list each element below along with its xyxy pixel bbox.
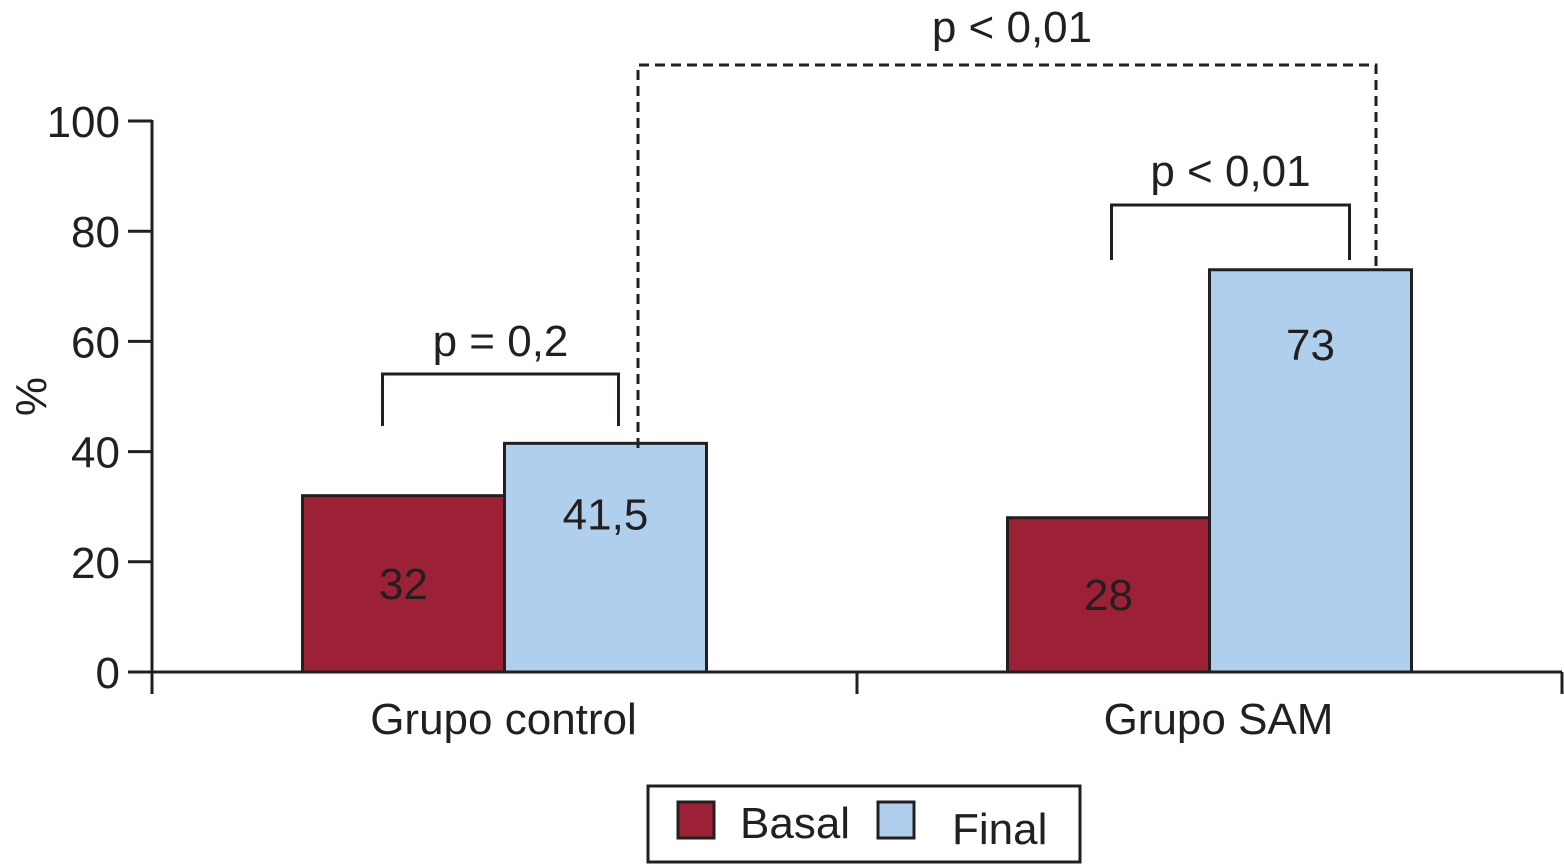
annotation-control: p = 0,2 xyxy=(433,317,569,366)
data-label: 28 xyxy=(1084,571,1133,620)
x-tick-label: Grupo control xyxy=(370,695,637,744)
chart-bars: 32 41,5 28 73 xyxy=(301,268,1413,674)
y-tick-label: 40 xyxy=(71,429,120,478)
annotation-sam: p < 0,01 xyxy=(1150,147,1310,196)
legend-box xyxy=(646,784,1082,864)
y-axis-label: % xyxy=(7,377,56,416)
y-tick-label: 80 xyxy=(71,208,120,257)
annotation-between-groups: p < 0,01 xyxy=(932,3,1092,52)
bar-final xyxy=(1208,268,1413,674)
legend-label-final: Final xyxy=(952,805,1047,854)
y-tick-label: 100 xyxy=(47,98,120,147)
significance-brackets: p = 0,2 p < 0,01 p < 0,01 xyxy=(381,3,1378,448)
bracket-between-groups xyxy=(636,63,1378,448)
data-label: 73 xyxy=(1286,321,1335,370)
bar-final xyxy=(503,441,708,674)
chart-legend: Basal Final xyxy=(646,784,1082,864)
chart-axes: 0 20 40 60 80 100% Grupo control Grupo SAM xyxy=(7,98,1564,744)
y-tick-label: 60 xyxy=(71,318,120,367)
y-tick-label: 20 xyxy=(71,539,120,588)
bracket-control xyxy=(381,372,620,426)
x-tick-label: Grupo SAM xyxy=(1104,695,1334,744)
bar-basal xyxy=(301,494,506,674)
data-label: 32 xyxy=(379,560,428,609)
legend-swatch-final xyxy=(876,800,916,840)
legend-swatch-basal xyxy=(676,800,716,840)
legend-label-basal: Basal xyxy=(740,799,850,848)
bracket-sam xyxy=(1110,203,1351,260)
y-tick-label: 0 xyxy=(96,649,120,698)
data-label: 41,5 xyxy=(563,490,649,539)
